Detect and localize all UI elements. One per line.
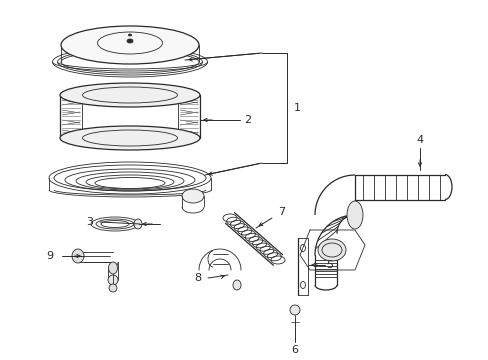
Ellipse shape — [72, 249, 84, 263]
Ellipse shape — [109, 284, 117, 292]
Ellipse shape — [108, 275, 118, 285]
Text: 4: 4 — [416, 135, 423, 145]
Text: 9: 9 — [46, 251, 54, 261]
Ellipse shape — [108, 262, 117, 274]
Ellipse shape — [289, 305, 299, 315]
Ellipse shape — [127, 39, 133, 43]
Ellipse shape — [60, 83, 200, 107]
Text: 5: 5 — [326, 260, 333, 270]
Text: 3: 3 — [86, 217, 93, 227]
Ellipse shape — [346, 201, 362, 229]
Text: 6: 6 — [291, 345, 298, 355]
Ellipse shape — [134, 219, 142, 229]
Ellipse shape — [317, 239, 346, 261]
Text: 1: 1 — [293, 103, 300, 113]
Ellipse shape — [232, 280, 241, 290]
Text: 2: 2 — [244, 115, 251, 125]
Ellipse shape — [128, 34, 131, 36]
Text: 8: 8 — [194, 273, 201, 283]
Ellipse shape — [182, 189, 203, 203]
Ellipse shape — [60, 126, 200, 150]
Ellipse shape — [61, 26, 199, 64]
Text: 7: 7 — [278, 207, 285, 217]
